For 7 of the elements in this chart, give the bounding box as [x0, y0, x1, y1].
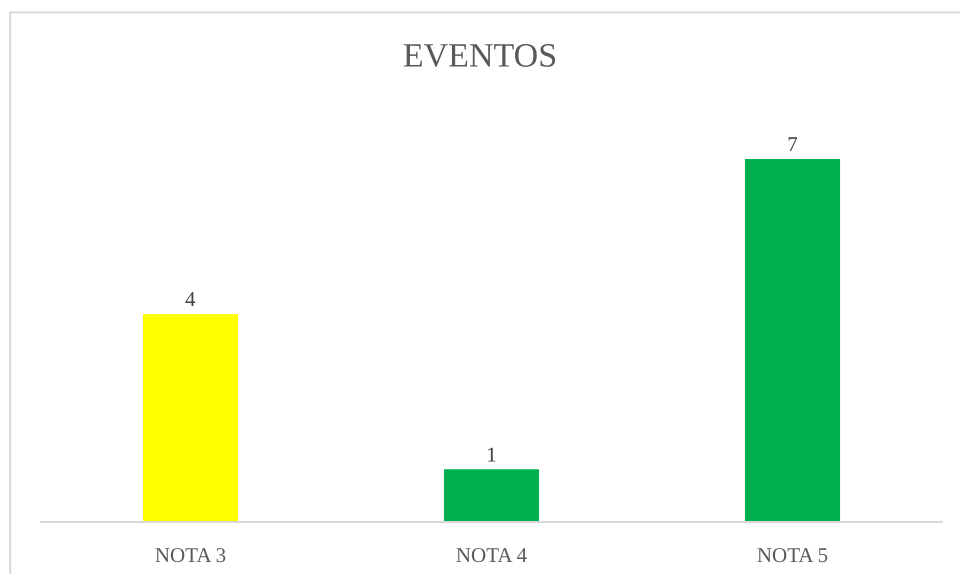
x-tick-label: NOTA 5	[756, 542, 828, 567]
x-tick-label: NOTA 3	[154, 542, 226, 567]
data-label: 7	[787, 132, 798, 156]
data-label: 1	[486, 442, 497, 466]
data-label: 4	[185, 287, 196, 312]
chart-title: EVENTOS	[402, 37, 558, 74]
x-tick-label: NOTA 4	[456, 542, 528, 567]
